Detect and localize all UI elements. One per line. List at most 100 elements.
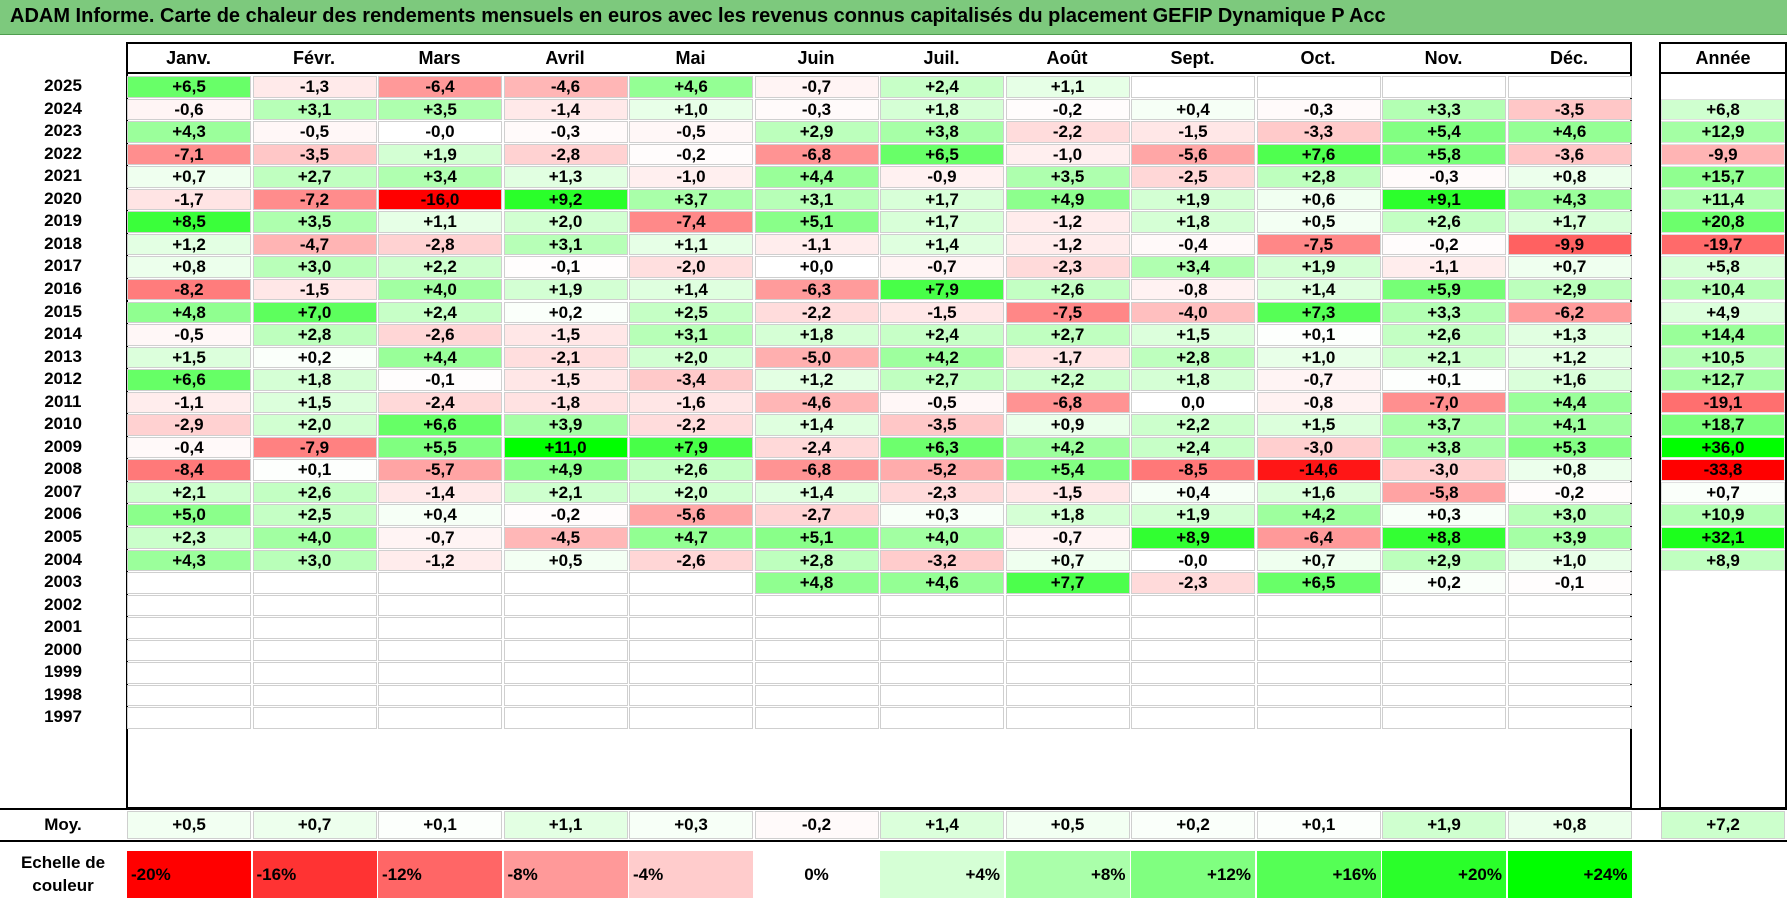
scale-cell: 0% [754, 851, 879, 898]
month-cell [754, 617, 879, 639]
month-cell: +2,4 [1131, 436, 1255, 459]
month-cell: +4,8 [127, 301, 251, 324]
month-cell: +8,8 [1382, 527, 1506, 549]
month-cell: -0,2 [1507, 481, 1632, 504]
month-cell [503, 639, 628, 662]
month-cell [503, 707, 628, 729]
month-cell [1131, 76, 1255, 98]
month-cell: +1,6 [1507, 369, 1632, 391]
month-cell [1256, 76, 1381, 98]
average-cell: +0,5 [127, 811, 251, 839]
month-cell: -2,6 [378, 324, 502, 346]
month-cell: +1,8 [880, 98, 1004, 121]
month-cell: -1,2 [1005, 233, 1130, 256]
year-label: 2001 [44, 617, 82, 637]
month-cell: +9,2 [503, 188, 628, 211]
average-cell: +0,1 [378, 811, 502, 839]
month-cell: -2,2 [1005, 121, 1130, 143]
month-cell: +2,2 [1005, 369, 1130, 391]
month-cell [1382, 662, 1506, 684]
month-cell: +1,8 [754, 324, 879, 346]
year-label: 2003 [44, 572, 82, 592]
month-cell [1382, 594, 1506, 617]
month-cell: +7,6 [1256, 143, 1381, 166]
month-cell: 0,0 [1131, 391, 1255, 414]
month-cell: +4,2 [1256, 504, 1381, 526]
month-cell: -0,7 [1256, 369, 1381, 391]
scale-cell: +20% [1382, 851, 1506, 898]
month-cell: +1,5 [1256, 414, 1381, 436]
average-label: Moy. [44, 815, 82, 834]
month-cell: +1,4 [1256, 278, 1381, 301]
month-cell [754, 707, 879, 729]
month-cell: +5,1 [754, 527, 879, 549]
month-cell: -16,0 [378, 188, 502, 211]
scale-cell: +16% [1256, 851, 1381, 898]
month-cell: -3,3 [1256, 121, 1381, 143]
month-cell: +4,3 [1507, 188, 1632, 211]
month-cell: +4,0 [252, 527, 377, 549]
month-cell: -7,0 [1382, 391, 1506, 414]
month-cell [880, 684, 1004, 707]
month-cell: +1,6 [1256, 481, 1381, 504]
month-cell [503, 594, 628, 617]
month-cell: +5,8 [1382, 143, 1506, 166]
month-cell [378, 617, 502, 639]
month-cell [127, 707, 251, 729]
month-cell: +1,2 [1507, 346, 1632, 369]
month-cell: +1,0 [1256, 346, 1381, 369]
month-cell: -5,8 [1382, 481, 1506, 504]
title-bar: ADAM Informe. Carte de chaleur des rende… [0, 0, 1787, 35]
month-cell [1256, 617, 1381, 639]
month-cell [1507, 707, 1632, 729]
month-cell: +2,6 [1382, 211, 1506, 233]
month-cell [1131, 617, 1255, 639]
month-cell: -6,8 [1005, 391, 1130, 414]
month-cell: -3,5 [252, 143, 377, 166]
month-cell: +8,5 [127, 211, 251, 233]
month-cell: +5,1 [754, 211, 879, 233]
month-cell: +2,9 [1507, 278, 1632, 301]
year-label: 2005 [44, 527, 82, 546]
month-cell: +2,3 [127, 527, 251, 549]
month-cell: -3,5 [880, 414, 1004, 436]
year-label: 2009 [44, 436, 82, 456]
month-cell: +1,2 [754, 369, 879, 391]
month-cell: +0,5 [1256, 211, 1381, 233]
month-cell: -7,1 [127, 143, 251, 166]
month-cell: -1,2 [378, 549, 502, 572]
year-label: 2014 [44, 324, 82, 344]
month-cell: +2,6 [1382, 324, 1506, 346]
average-cell: +0,3 [629, 811, 753, 839]
year-label: 2012 [44, 369, 82, 389]
month-cell: -4,6 [503, 76, 628, 98]
month-cell: -2,7 [754, 504, 879, 526]
month-cell: -3,2 [880, 549, 1004, 572]
month-cell: -14,6 [1256, 459, 1381, 481]
month-cell: -2,3 [1131, 572, 1255, 594]
year-label: 2019 [44, 211, 82, 231]
year-label: 1998 [44, 684, 82, 704]
month-cell [252, 662, 377, 684]
column-header-6: Juin [797, 48, 835, 68]
month-cell: +2,6 [629, 459, 753, 481]
annual-cell: +10,9 [1661, 504, 1785, 526]
month-cell: -3,5 [1507, 98, 1632, 121]
month-cell [1131, 639, 1255, 662]
column-header-11: Nov. [1424, 48, 1463, 68]
month-cell: -0,7 [754, 76, 879, 98]
month-cell: +4,0 [880, 527, 1004, 549]
column-header-4: Avril [545, 48, 585, 68]
month-cell: -4,5 [503, 527, 628, 549]
month-cell [252, 707, 377, 729]
month-cell: +7,9 [629, 436, 753, 459]
month-cell: -8,2 [127, 278, 251, 301]
month-cell: +2,8 [1256, 166, 1381, 188]
annual-cell: -19,1 [1661, 391, 1785, 414]
month-cell: +2,4 [378, 301, 502, 324]
scale-cell: +4% [880, 851, 1004, 898]
month-cell: +0,8 [1507, 166, 1632, 188]
year-label: 2002 [44, 594, 82, 614]
month-cell: +4,6 [1507, 121, 1632, 143]
column-header-3: Mars [418, 48, 461, 68]
